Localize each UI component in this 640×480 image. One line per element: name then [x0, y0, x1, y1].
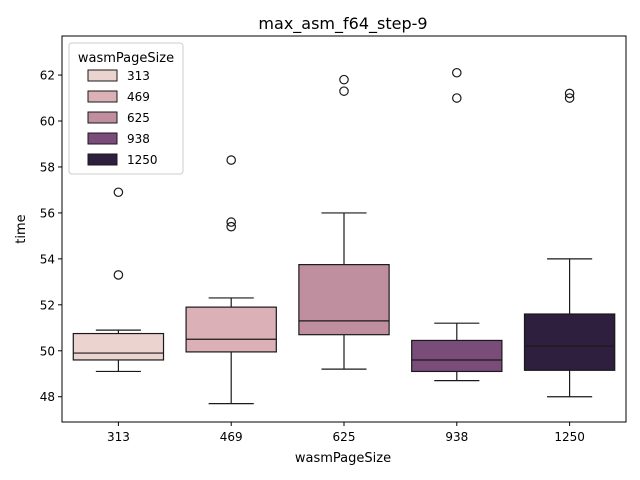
outlier-point [339, 86, 349, 96]
box-469 [185, 155, 277, 405]
y-tick-label: 56 [40, 206, 55, 220]
legend-swatch [87, 111, 118, 124]
legend-entry-1250: 1250 [87, 153, 158, 167]
legend-label: 313 [127, 69, 150, 83]
legend-entry-469: 469 [87, 90, 150, 104]
x-tick-label: 313 [107, 430, 130, 444]
legend-swatch [87, 153, 118, 166]
outlier-point [564, 93, 575, 103]
y-tick-label: 60 [40, 115, 55, 129]
outlier-point [339, 74, 349, 85]
x-tick-label: 938 [445, 430, 468, 444]
chart-title: max_asm_f64_step-9 [258, 14, 427, 34]
legend-label: 938 [127, 132, 150, 146]
x-tick-label: 469 [220, 430, 243, 444]
box-313 [72, 187, 165, 373]
x-axis-label: wasmPageSize [295, 451, 391, 466]
legend-entry-938: 938 [87, 132, 150, 146]
legend-label: 625 [127, 111, 150, 125]
iqr-box [185, 306, 277, 353]
outlier-point [226, 221, 236, 232]
legend-title: wasmPageSize [78, 51, 174, 66]
outlier-point [113, 270, 124, 280]
legend-entry-625: 625 [87, 111, 150, 125]
y-tick-label: 54 [40, 252, 55, 266]
y-tick-label: 50 [40, 344, 55, 358]
y-tick-label: 62 [40, 69, 55, 83]
y-axis-label: time [14, 214, 29, 243]
iqr-box [298, 264, 390, 336]
x-axis: 313 469 625 938 1250 [107, 422, 585, 444]
iqr-box [411, 339, 503, 373]
y-tick-label: 52 [40, 298, 55, 312]
outlier-point [113, 187, 124, 198]
legend: wasmPageSize 313 469 625 938 1250 [68, 42, 184, 175]
outlier-point [226, 217, 236, 227]
x-tick-label: 1250 [554, 430, 585, 444]
y-tick-label: 48 [40, 390, 55, 404]
outlier-point [451, 67, 462, 78]
outlier-point [226, 155, 236, 165]
iqr-box [523, 313, 616, 371]
box-938 [411, 67, 503, 382]
legend-label: 1250 [127, 153, 158, 167]
iqr-box [72, 332, 165, 361]
legend-label: 469 [127, 90, 150, 104]
plot-area [72, 67, 616, 405]
outlier-point [564, 88, 575, 99]
legend-swatch [87, 90, 118, 103]
legend-entry-313: 313 [87, 69, 150, 83]
y-tick-label: 58 [40, 160, 55, 174]
legend-swatch [87, 132, 118, 145]
box-1250 [523, 88, 616, 398]
y-axis: 48 50 52 54 56 58 60 62 [40, 69, 62, 404]
x-tick-label: 625 [333, 430, 356, 444]
legend-swatch [87, 69, 118, 82]
box-625 [298, 74, 390, 370]
outlier-point [451, 93, 462, 103]
